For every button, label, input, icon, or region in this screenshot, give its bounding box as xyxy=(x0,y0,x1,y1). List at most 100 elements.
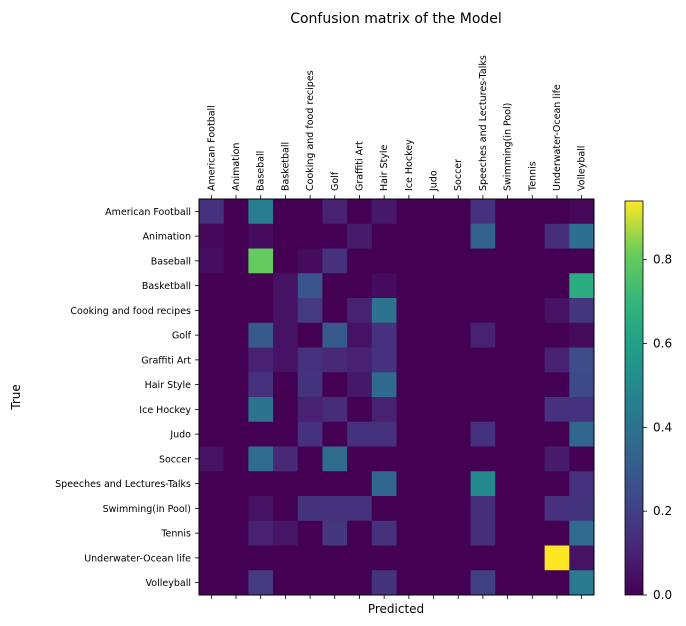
heatmap-cell xyxy=(223,347,249,373)
heatmap-cell xyxy=(248,471,274,497)
heatmap-cell xyxy=(297,372,323,398)
heatmap-cell xyxy=(297,446,323,472)
heatmap-cell xyxy=(223,322,249,348)
heatmap-cell xyxy=(421,520,447,546)
heatmap-cell xyxy=(297,496,323,522)
x-tick-label: Swimming(in Pool) xyxy=(503,103,514,191)
heatmap-cell xyxy=(297,397,323,423)
heatmap-cell xyxy=(569,322,595,348)
heatmap-cell xyxy=(396,397,422,423)
heatmap-cell xyxy=(297,199,323,225)
heatmap-cell xyxy=(519,397,546,423)
x-tick-label: Graffiti Art xyxy=(354,141,365,191)
heatmap-cell xyxy=(445,223,472,249)
heatmap-cell xyxy=(470,347,496,373)
heatmap-cell xyxy=(199,446,225,472)
heatmap-cell xyxy=(273,397,299,423)
heatmap-cell xyxy=(519,520,546,546)
heatmap-cell xyxy=(396,545,422,571)
heatmap-cell xyxy=(347,347,373,373)
heatmap-cell xyxy=(544,199,570,225)
heatmap-cell xyxy=(248,223,274,249)
heatmap-cell xyxy=(371,446,397,472)
heatmap-cell xyxy=(519,421,546,447)
x-tick-label: Judo xyxy=(429,170,440,192)
heatmap-cell xyxy=(544,372,570,398)
heatmap-cell xyxy=(396,223,422,249)
heatmap-cell xyxy=(248,298,274,324)
heatmap-cell xyxy=(544,223,570,249)
heatmap-cell xyxy=(445,570,472,596)
heatmap-cell xyxy=(248,520,274,546)
heatmap-cell xyxy=(569,248,595,274)
heatmap-cell xyxy=(199,372,225,398)
heatmap-cell xyxy=(470,199,496,225)
heatmap-cell xyxy=(347,322,373,348)
heatmap-cell xyxy=(371,372,397,398)
heatmap-cell xyxy=(223,570,249,596)
heatmap-cell xyxy=(273,372,299,398)
heatmap-cell xyxy=(248,199,274,225)
heatmap-cell xyxy=(445,545,472,571)
heatmap-cell xyxy=(223,446,249,472)
heatmap-cell xyxy=(347,520,373,546)
y-tick-label: Basketball xyxy=(142,281,191,292)
heatmap-cell xyxy=(445,347,472,373)
y-tick-label: Underwater-Ocean life xyxy=(84,553,191,564)
x-axis-ticks: American Football Animation Baseball Basket… xyxy=(206,55,588,599)
heatmap-cell xyxy=(445,421,472,447)
heatmap-cell xyxy=(396,273,422,299)
heatmap-cell xyxy=(445,199,472,225)
x-tick-label: Cooking and food recipes xyxy=(305,70,316,191)
heatmap-cell xyxy=(495,273,521,299)
x-tick-label: Baseball xyxy=(256,151,267,191)
heatmap-cell xyxy=(445,298,472,324)
heatmap-cell xyxy=(470,223,496,249)
heatmap-cell xyxy=(495,570,521,596)
y-tick-label: Tennis xyxy=(160,529,191,540)
heatmap-cell xyxy=(519,248,546,274)
colorbar-tick-label: 0.8 xyxy=(653,253,672,267)
heatmap-cell xyxy=(495,322,521,348)
colorbar-ticks: 0.0 0.2 0.4 0.6 0.8 xyxy=(643,253,672,602)
x-tick-label: Tennis xyxy=(527,161,538,192)
heatmap-cell xyxy=(273,322,299,348)
colorbar-tick-label: 0.0 xyxy=(653,588,672,602)
heatmap-cell xyxy=(371,347,397,373)
heatmap-cell xyxy=(223,496,249,522)
y-tick-label: Animation xyxy=(143,232,191,243)
heatmap-cell xyxy=(199,273,225,299)
heatmap-cell xyxy=(421,421,447,447)
heatmap-cell xyxy=(569,273,595,299)
heatmap-cell xyxy=(223,273,249,299)
heatmap-cell xyxy=(421,471,447,497)
heatmap-cell xyxy=(273,496,299,522)
heatmap-cell xyxy=(569,397,595,423)
heatmap-cell xyxy=(199,496,225,522)
heatmap-cell xyxy=(199,570,225,596)
heatmap-cell xyxy=(421,397,447,423)
heatmap-cell xyxy=(347,471,373,497)
heatmap-cell xyxy=(199,520,225,546)
heatmap-cell xyxy=(396,298,422,324)
heatmap-cell xyxy=(273,545,299,571)
y-tick-label: Graffiti Art xyxy=(141,355,191,366)
heatmap-cell xyxy=(273,471,299,497)
heatmap-cell xyxy=(273,199,299,225)
y-tick-label: Hair Style xyxy=(145,380,192,391)
heatmap-cell xyxy=(495,199,521,225)
heatmap-cell xyxy=(371,570,397,596)
heatmap-cell xyxy=(248,545,274,571)
heatmap-cell xyxy=(223,298,249,324)
heatmap-cell xyxy=(569,421,595,447)
heatmap-cell xyxy=(297,322,323,348)
heatmap-cell xyxy=(569,570,595,596)
heatmap-cell xyxy=(322,446,348,472)
heatmap-cell xyxy=(347,248,373,274)
heatmap-cell xyxy=(199,248,225,274)
heatmap-cell xyxy=(223,471,249,497)
heatmap-cell xyxy=(248,421,274,447)
heatmap-cell xyxy=(223,372,249,398)
y-tick-label: Ice Hockey xyxy=(139,405,191,416)
heatmap-cell xyxy=(322,520,348,546)
